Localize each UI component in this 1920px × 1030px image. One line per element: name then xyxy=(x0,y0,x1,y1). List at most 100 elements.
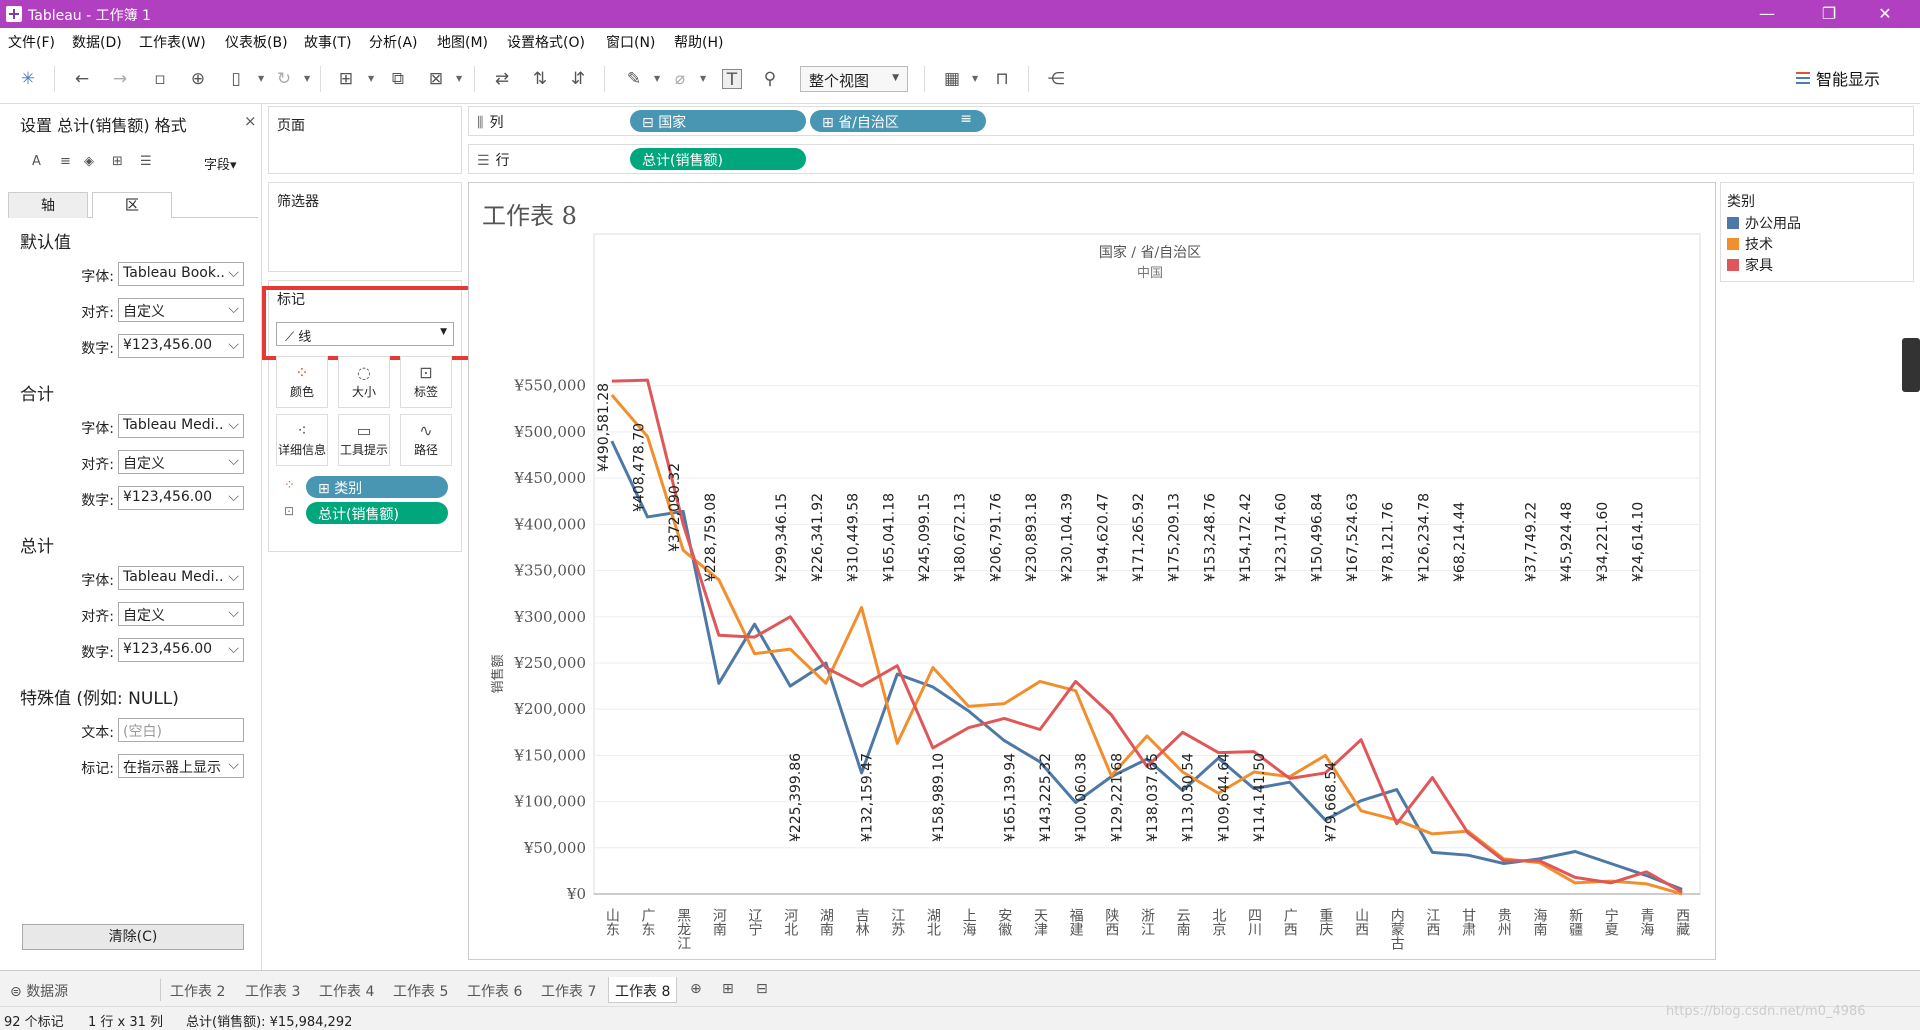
title-bar: Tableau - 工作簿 1 — ❐ ✕ xyxy=(0,0,1920,28)
grand-number-select[interactable]: ¥123,456.00 ⌵ xyxy=(118,638,244,662)
new-dashboard-icon[interactable]: ⊞ xyxy=(722,981,734,997)
menu-help[interactable]: 帮助(H) xyxy=(674,35,724,51)
totals-font-select[interactable]: Tableau Medi.. ⌵ xyxy=(118,414,244,438)
swap-rows-columns-icon[interactable]: ⇄ xyxy=(494,69,510,89)
chevron-down-icon[interactable]: ▼ xyxy=(304,74,311,83)
font-label: 字体: xyxy=(81,269,114,285)
menu-analysis[interactable]: 分析(A) xyxy=(369,35,418,51)
detail-button[interactable]: ⁖ 详细信息 xyxy=(276,414,328,466)
group-members-icon[interactable]: ⌀ xyxy=(674,69,686,89)
pill-province[interactable]: ⊞ 省/自治区 ≡ xyxy=(810,110,986,132)
path-button[interactable]: ∿ 路径 xyxy=(400,414,452,466)
view-mode-select[interactable]: 整个视图 ▼ xyxy=(800,66,908,92)
grand-number-value: ¥123,456.00 xyxy=(123,641,213,657)
pill-sales-label[interactable]: 总计(销售额) xyxy=(306,502,448,524)
menu-data[interactable]: 数据(D) xyxy=(72,35,122,51)
tab-sheet-6[interactable]: 工作表 6 xyxy=(467,984,523,1000)
shading-format-icon[interactable]: ◈ xyxy=(84,154,94,169)
pill-sales-row[interactable]: 总计(销售额) xyxy=(630,148,806,170)
presentation-mode-icon[interactable]: ⊓ xyxy=(995,69,1009,89)
save-icon[interactable]: ▫ xyxy=(154,69,166,89)
undo-icon[interactable]: ← xyxy=(74,69,90,89)
highlight-icon[interactable]: ✎ xyxy=(626,69,642,89)
refresh-icon[interactable]: ↻ xyxy=(276,69,292,89)
show-cards-icon[interactable]: ▦ xyxy=(943,69,961,89)
pill-category[interactable]: ⊞ 类别 xyxy=(306,476,448,498)
show-me-button[interactable]: 智能显示 xyxy=(1796,66,1880,90)
font-format-icon[interactable]: A xyxy=(32,154,41,169)
redo-icon[interactable]: → xyxy=(112,69,128,89)
default-font-select[interactable]: Tableau Book.. ⌵ xyxy=(118,262,244,286)
tab-data-source[interactable]: ⊜ 数据源 xyxy=(10,977,68,1003)
pages-card[interactable]: 页面 xyxy=(268,106,462,174)
tab-pane[interactable]: 区 xyxy=(92,192,172,218)
close-icon[interactable]: × xyxy=(244,112,257,130)
grand-font-select[interactable]: Tableau Medi.. ⌵ xyxy=(118,566,244,590)
sort-ascending-icon[interactable]: ⇅ xyxy=(532,69,548,89)
lines-format-icon[interactable]: ☰ xyxy=(140,154,152,169)
menu-format[interactable]: 设置格式(O) xyxy=(507,35,585,51)
legend-item-tech[interactable]: 技术 xyxy=(1727,234,1773,254)
menu-file[interactable]: 文件(F) xyxy=(8,35,55,51)
chevron-down-icon[interactable]: ▼ xyxy=(654,74,661,83)
tab-axis[interactable]: 轴 xyxy=(8,192,88,218)
pill-country[interactable]: ⊟ 国家 xyxy=(630,110,806,132)
data-label: ¥126,234.78 xyxy=(1416,493,1432,582)
color-button[interactable]: ⁘ 颜色 xyxy=(276,356,328,408)
menu-story[interactable]: 故事(T) xyxy=(304,35,352,51)
tab-sheet-2[interactable]: 工作表 2 xyxy=(170,984,226,1000)
line-chart[interactable]: ¥550,000 ¥500,000 ¥450,000 ¥400,000 ¥350,000… xyxy=(468,182,1712,956)
tooltip-button[interactable]: ▭ 工具提示 xyxy=(338,414,390,466)
align-format-icon[interactable]: ≡ xyxy=(60,154,71,169)
label-button[interactable]: ⊡ 标签 xyxy=(400,356,452,408)
tab-sheet-8[interactable]: 工作表 8 xyxy=(608,977,678,1003)
mark-type-select[interactable]: ⟋ 线 ▼ xyxy=(276,322,454,346)
default-number-select[interactable]: ¥123,456.00 ⌵ xyxy=(118,334,244,358)
new-story-icon[interactable]: ⊟ xyxy=(756,981,768,997)
tab-sheet-7[interactable]: 工作表 7 xyxy=(541,984,597,1000)
default-align-select[interactable]: 自定义 ⌵ xyxy=(118,298,244,322)
tab-data-source-label: 数据源 xyxy=(26,984,69,1000)
minimize-button[interactable]: — xyxy=(1759,4,1775,23)
new-sheet-icon[interactable]: ⊞ xyxy=(338,69,354,89)
legend-item-furniture[interactable]: 家具 xyxy=(1727,255,1773,275)
duplicate-sheet-icon[interactable]: ⧉ xyxy=(391,69,405,89)
share-icon[interactable]: ⋲ xyxy=(1047,69,1065,89)
fix-axes-icon[interactable]: ⚲ xyxy=(763,69,777,89)
tableau-start-icon[interactable]: ✳ xyxy=(20,69,36,89)
chevron-down-icon[interactable]: ▼ xyxy=(258,74,265,83)
menu-map[interactable]: 地图(M) xyxy=(437,35,489,51)
size-button[interactable]: ◌ 大小 xyxy=(338,356,390,408)
clear-button[interactable]: 清除(C) xyxy=(22,924,244,950)
chevron-down-icon[interactable]: ▼ xyxy=(700,74,707,83)
clear-sheet-icon[interactable]: ⊠ xyxy=(428,69,444,89)
totals-align-select[interactable]: 自定义 ⌵ xyxy=(118,450,244,474)
legend-item-label: 办公用品 xyxy=(1745,216,1801,232)
close-window-button[interactable]: ✕ xyxy=(1878,4,1892,23)
pause-update-icon[interactable]: ▯ xyxy=(231,69,241,89)
menu-window[interactable]: 窗口(N) xyxy=(606,35,656,51)
chevron-down-icon[interactable]: ▼ xyxy=(368,74,375,83)
chevron-down-icon[interactable]: ▼ xyxy=(456,74,463,83)
borders-format-icon[interactable]: ⊞ xyxy=(112,154,123,169)
side-panel-handle[interactable] xyxy=(1902,338,1920,392)
show-mark-labels-icon[interactable]: T xyxy=(722,69,742,90)
tab-sheet-5[interactable]: 工作表 5 xyxy=(393,984,449,1000)
legend-item-office[interactable]: 办公用品 xyxy=(1727,213,1801,233)
restore-button[interactable]: ❐ xyxy=(1821,4,1837,23)
totals-number-select[interactable]: ¥123,456.00 ⌵ xyxy=(118,486,244,510)
special-marks-select[interactable]: 在指示器上显示 ⌵ xyxy=(118,754,244,778)
tab-sheet-4[interactable]: 工作表 4 xyxy=(319,984,375,1000)
grand-align-select[interactable]: 自定义 ⌵ xyxy=(118,602,244,626)
tab-sheet-3[interactable]: 工作表 3 xyxy=(245,984,301,1000)
menu-worksheet[interactable]: 工作表(W) xyxy=(139,35,206,51)
new-datasource-icon[interactable]: ⊕ xyxy=(190,69,206,89)
special-text-input[interactable]: (空白) xyxy=(118,718,244,742)
new-sheet-icon[interactable]: ⊕ xyxy=(690,981,702,997)
field-select[interactable]: 字段▾ xyxy=(204,158,237,173)
sort-descending-icon[interactable]: ⇵ xyxy=(570,69,586,89)
detail-label: 详细信息 xyxy=(277,443,326,457)
menu-dashboard[interactable]: 仪表板(B) xyxy=(225,35,288,51)
filters-card[interactable]: 筛选器 xyxy=(268,182,462,272)
chevron-down-icon[interactable]: ▼ xyxy=(972,74,979,83)
